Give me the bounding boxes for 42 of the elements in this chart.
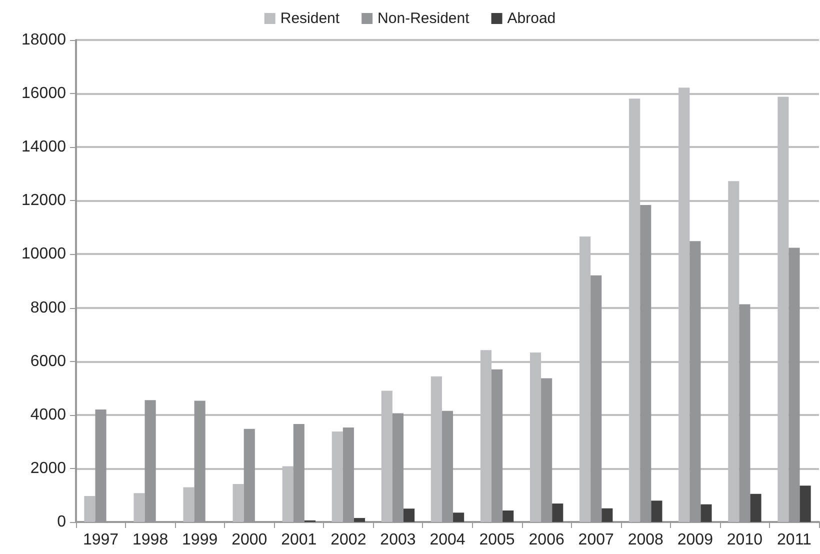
bar	[800, 486, 811, 522]
bar	[84, 496, 96, 522]
x-tick-label: 2008	[628, 532, 664, 548]
x-tick-label: 2002	[330, 532, 366, 548]
x-tick-label: 1997	[82, 532, 119, 548]
y-tick-label: 4000	[30, 406, 66, 424]
bar	[602, 508, 613, 522]
x-tick-label: 1998	[132, 532, 168, 548]
y-tick-label: 12000	[22, 192, 66, 210]
bar	[552, 504, 564, 522]
x-tick-label: 2011	[777, 532, 812, 548]
bar	[183, 487, 194, 522]
bar	[502, 510, 514, 522]
y-tick-label: 16000	[22, 85, 66, 102]
x-tick-label: 2000	[232, 532, 268, 548]
bar	[134, 493, 145, 522]
y-tick-label: 18000	[22, 32, 66, 48]
legend-label: Resident	[280, 10, 340, 27]
x-tick-label: 2003	[380, 532, 416, 548]
legend-label: Abroad	[507, 10, 556, 27]
bar	[232, 484, 244, 522]
bar	[651, 500, 662, 522]
bar	[404, 508, 415, 522]
x-tick-label: 2001	[281, 532, 317, 548]
x-tick-label: 2006	[528, 532, 564, 548]
x-tick-label: 2004	[430, 532, 466, 548]
bar	[700, 504, 712, 522]
y-tick-label: 0	[57, 514, 66, 530]
y-tick-label: 6000	[30, 352, 66, 370]
y-tick-label: 2000	[30, 460, 66, 477]
y-tick-label: 14000	[22, 138, 66, 156]
y-tick-label: 10000	[22, 246, 66, 263]
legend-label: Non-Resident	[378, 10, 470, 27]
x-tick-label: 2010	[726, 532, 763, 548]
bar	[453, 512, 464, 522]
x-tick-label: 2009	[677, 532, 714, 548]
y-tick-label: 8000	[30, 299, 66, 316]
x-tick-label: 2005	[479, 532, 515, 548]
bar	[354, 518, 366, 522]
x-tick-label: 1999	[182, 532, 218, 548]
x-tick-label: 2007	[578, 532, 614, 548]
bar	[750, 494, 762, 522]
